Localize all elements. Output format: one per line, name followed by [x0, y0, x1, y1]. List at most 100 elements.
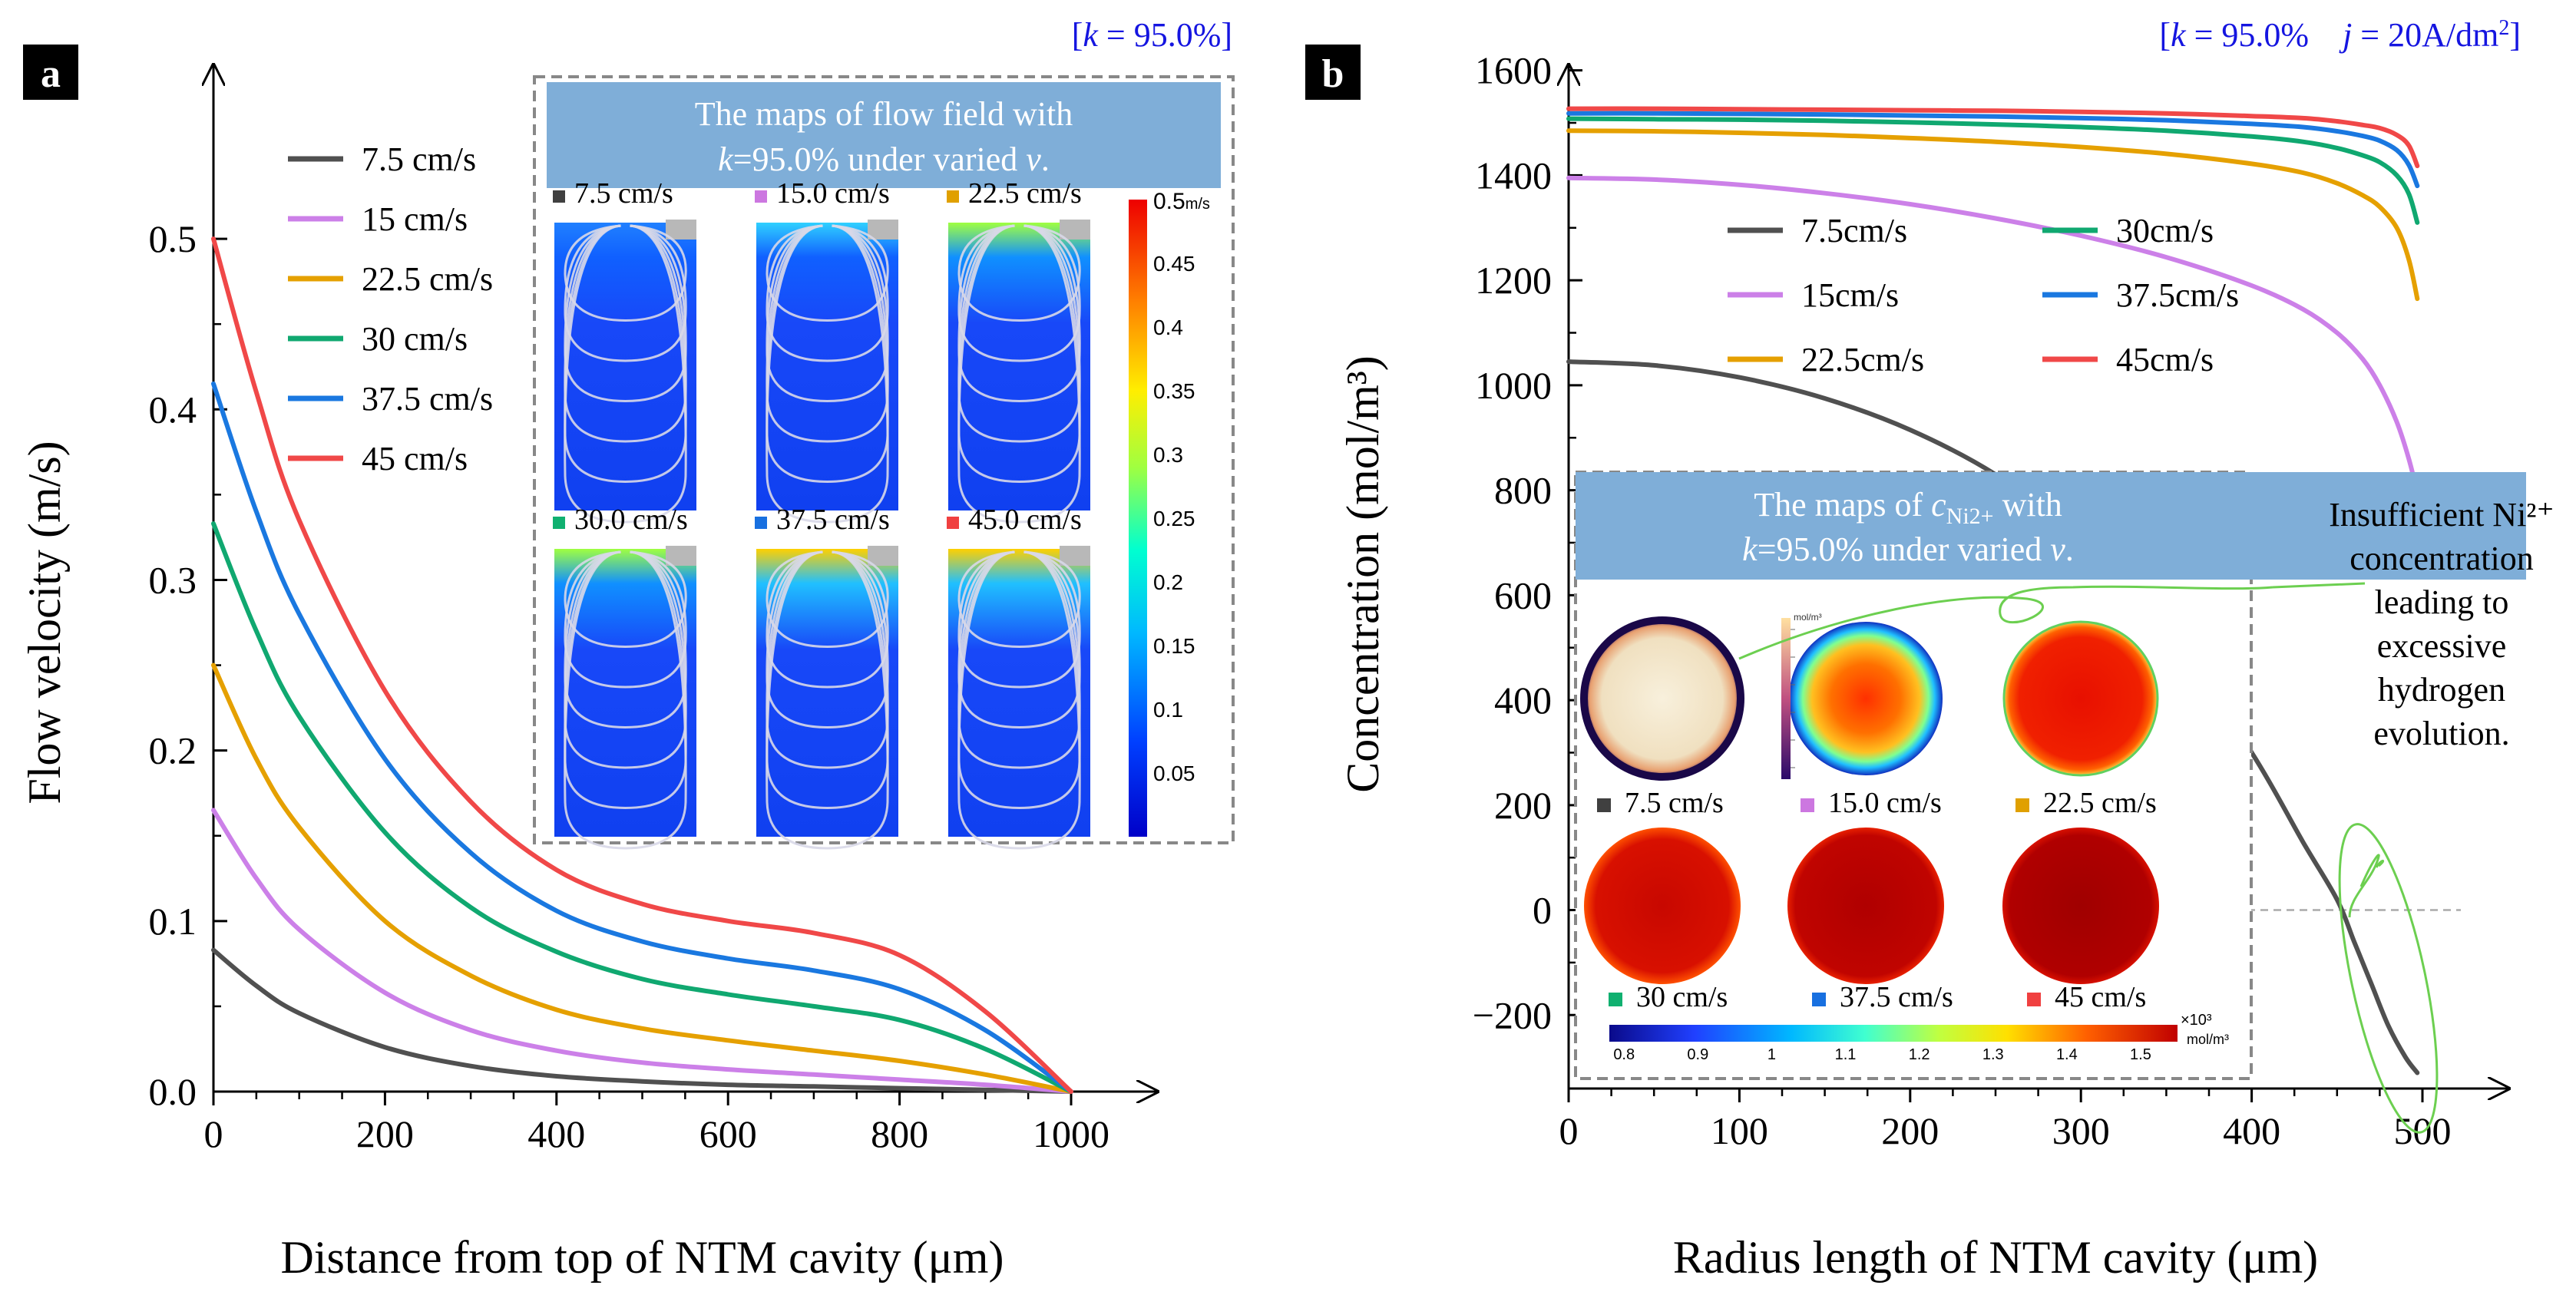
flow-inset-title-line2: k=95.0% under varied v.	[718, 140, 1050, 178]
flow-streamline	[766, 224, 889, 403]
chart-a-legend-label: 7.5 cm/s	[362, 140, 476, 178]
callout-connector	[2348, 854, 2380, 918]
flow-streamline	[957, 550, 1081, 689]
conc-map-disc-rim	[2002, 620, 2159, 777]
chart-b-series-line-5	[1566, 106, 2420, 169]
chart-b-x-tick-label: 100	[1711, 1109, 1768, 1152]
conc-maps: 7.5 cm/s 15.0 cm/s 22.5 cm/s 30 cm/s 37.5 cm…	[1580, 616, 2159, 1013]
chart-a-legend-label: 15 cm/s	[362, 200, 468, 238]
mini-colorbar	[1781, 618, 1791, 779]
flow-map-marker	[947, 190, 959, 203]
conc-map-marker	[1597, 798, 1611, 812]
conc-map-disc	[1789, 622, 1943, 775]
flow-map-marker	[755, 517, 767, 529]
flow-colorbar-tick-label: 0.2	[1153, 570, 1183, 594]
conc-colorbar-ticks: 0.8 0.9 1 1.1 1.2 1.3 1.4 1.5	[1613, 1046, 2151, 1063]
conc-inset-title-line2: k=95.0% under varied v.	[1742, 530, 2074, 568]
flow-map-electrode	[666, 220, 696, 240]
chart-b-legend-label: 15cm/s	[1801, 276, 1899, 314]
chart-a-series-line-0	[211, 947, 1073, 1094]
chart-b-x-tick-label: 200	[1881, 1109, 1939, 1152]
flow-colorbar-top-label: 0.5m/s	[1153, 189, 1210, 214]
conc-map-marker	[1609, 993, 1622, 1006]
panel-b: b [k = 95.0% j = 20A/dm2] 0 100 200 300 400 5…	[1305, 16, 2555, 1283]
chart-a-y-tick-label: 0.0	[149, 1070, 197, 1113]
flow-maps: 7.5 cm/s 15.0 cm/s 22.5 cm/s 30.0 cm/s 37.5 …	[553, 177, 1090, 850]
flow-colorbar-tick-label: 0.05	[1153, 762, 1195, 785]
chart-b-legend-label: 37.5cm/s	[2116, 276, 2239, 314]
callout-line: evolution.	[2373, 715, 2509, 752]
flow-map-marker	[947, 517, 959, 529]
flow-colorbar-tick-label: 0.4	[1153, 316, 1183, 339]
flow-streamline	[957, 224, 1081, 443]
flow-colorbar-tick-label: 0.45	[1153, 252, 1195, 276]
chart-a-y-tick-label: 0.5	[149, 217, 197, 260]
chart-b-y-axis-label: Concentration (mol/m³)	[1338, 355, 1388, 793]
flow-streamline	[957, 550, 1081, 810]
hydrogen-evolution-callout: Insufficient Ni²⁺ concentration leading to…	[1738, 496, 2555, 1134]
conc-map-label: 45 cm/s	[2055, 981, 2146, 1013]
conc-map-disc	[2004, 622, 2158, 775]
callout-loop	[2375, 860, 2385, 868]
chart-b-x-tick-label: 300	[2052, 1109, 2110, 1152]
flow-streamline	[766, 550, 889, 769]
flow-streamline	[957, 224, 1081, 362]
flow-streamline	[766, 550, 889, 649]
chart-a-x-axis-label: Distance from top of NTM cavity (μm)	[281, 1232, 1004, 1283]
conc-colorbar-tick-label: 0.9	[1687, 1046, 1708, 1063]
flow-map-label: 15.0 cm/s	[776, 177, 890, 210]
chart-a-legend-label: 22.5 cm/s	[362, 260, 493, 298]
chart-b-y-tick-label: −200	[1473, 993, 1552, 1036]
flow-colorbar-tick-label: 0.1	[1153, 698, 1183, 722]
chart-b-x-tick-label: 0	[1559, 1109, 1579, 1152]
conc-map-label: 7.5 cm/s	[1625, 787, 1724, 819]
callout-connector	[2272, 582, 2366, 589]
chart-b-y-tick-label: 800	[1494, 469, 1552, 512]
flow-streamline	[766, 550, 889, 810]
callout-ellipse	[2338, 823, 2439, 1134]
flow-streamline	[957, 550, 1081, 850]
conc-colorbar-tick-label: 1.5	[2130, 1046, 2151, 1063]
flow-streamline	[564, 224, 687, 443]
conc-colorbar-tick-label: 1.1	[1835, 1046, 1857, 1063]
axes-a: 0 200 400 600 800 1000 0.0 0.1 0.2 0.3 0.4 0.5 Dista…	[19, 63, 1159, 1283]
concentration-inset: The maps of cNi2+ with k=95.0% under var…	[1574, 471, 2526, 1080]
conc-map-disc	[1582, 618, 1743, 779]
flow-streamline	[957, 550, 1081, 649]
flow-streamline	[957, 224, 1081, 322]
conc-colorbar	[1609, 1025, 2178, 1042]
conc-colorbar-unit: mol/m³	[2187, 1032, 2229, 1047]
legend-b: 7.5cm/s 15cm/s 22.5cm/s 30cm/s 37.5cm/s 45cm/…	[1728, 212, 2239, 378]
chart-b-y-tick-label: 600	[1494, 573, 1552, 616]
chart-a-legend-label: 45 cm/s	[362, 440, 468, 477]
chart-a-x-tick-label: 200	[356, 1112, 414, 1155]
flow-colorbar-tick-label: 0.3	[1153, 443, 1183, 467]
chart-b-legend-label: 30cm/s	[2116, 212, 2214, 249]
flow-streamline	[766, 550, 889, 689]
chart-a-y-tick-label: 0.2	[149, 729, 197, 772]
flow-streamline	[766, 224, 889, 524]
flow-streamline	[957, 224, 1081, 403]
chart-a-y-tick-label: 0.3	[149, 558, 197, 601]
chart-a-series-line-2	[211, 662, 1073, 1094]
flow-inset-title-line1: The maps of flow field with	[695, 95, 1073, 133]
flow-streamline	[766, 224, 889, 443]
conc-map-disc	[1584, 828, 1741, 984]
flow-streamline	[564, 550, 687, 649]
flow-streamline	[957, 550, 1081, 729]
conc-map-disc	[2002, 828, 2159, 984]
chart-a-series-line-3	[211, 521, 1073, 1094]
conc-map-marker	[2015, 798, 2029, 812]
flow-colorbar	[1129, 200, 1147, 837]
flow-map-marker	[553, 190, 565, 203]
chart-b-series-line-1	[1566, 175, 2420, 495]
conc-map-marker	[2027, 993, 2041, 1006]
callout-line: hydrogen	[2378, 671, 2505, 709]
flow-streamline	[564, 550, 687, 810]
chart-b-y-tick-label: 0	[1533, 889, 1552, 932]
chart-b-y-tick-label: 1600	[1475, 49, 1552, 92]
conc-map-disc	[1787, 828, 1944, 984]
flow-streamline	[564, 550, 687, 689]
panel-a-annotation: [k = 95.0%]	[1072, 16, 1232, 54]
flow-map-electrode	[1060, 220, 1090, 240]
